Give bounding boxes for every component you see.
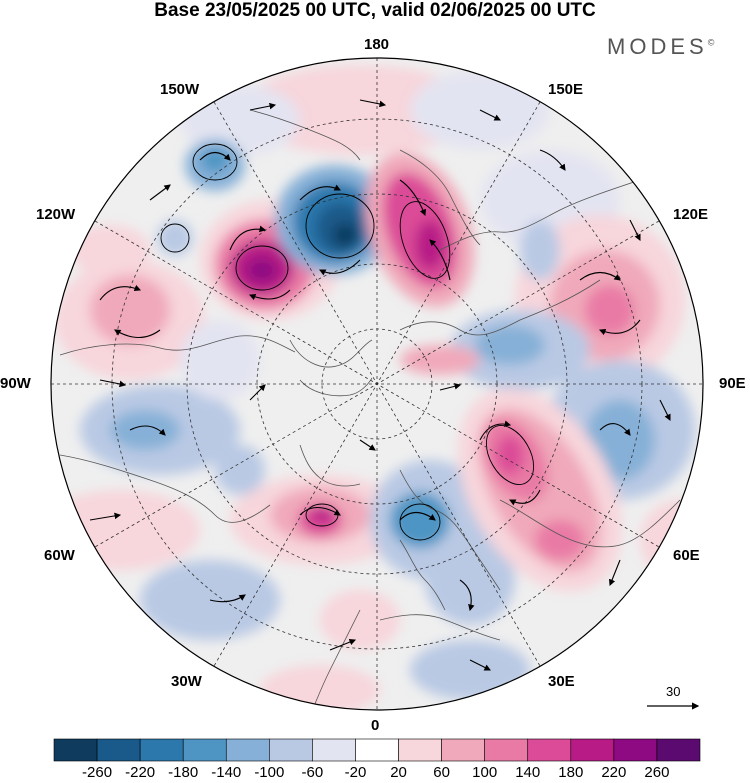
anomaly-field — [51, 58, 703, 710]
lon-label-60w: 60W — [44, 547, 75, 564]
colorbar-tick-label: -140 — [211, 764, 242, 781]
lon-label-120w: 120W — [36, 206, 76, 223]
graticule — [51, 58, 703, 710]
modes-logo: MODES© — [607, 34, 715, 59]
colorbar-swatch — [96, 738, 141, 762]
colorbar-swatch — [269, 738, 313, 762]
colorbar-tick-label: 60 — [433, 764, 450, 781]
lon-label-150w: 150W — [160, 81, 200, 98]
colorbar-tick-label: 100 — [472, 764, 498, 781]
colorbar-tick-label: 140 — [515, 764, 541, 781]
lon-label-150e: 150E — [548, 81, 584, 98]
colorbar-tick-label: -260 — [82, 764, 113, 781]
colorbar-tick-label: -100 — [254, 764, 285, 781]
colorbar-swatch — [527, 738, 572, 762]
colorbar-tick-label: -60 — [301, 764, 324, 781]
colorbar-swatch — [312, 738, 356, 762]
colorbar-swatch — [656, 738, 701, 762]
lon-label-90e: 90E — [719, 375, 746, 392]
colorbar-swatch — [398, 738, 442, 762]
colorbar-tick-label: -180 — [168, 764, 199, 781]
reference-vector-value: 30 — [666, 684, 681, 699]
colorbar-swatch — [139, 738, 184, 762]
colorbar-swatch — [182, 738, 227, 762]
colorbar-tick-label: 260 — [644, 764, 670, 781]
colorbar-tick-label: -220 — [125, 764, 156, 781]
wind-vectors — [89, 99, 671, 687]
colorbar-tick-label: 20 — [390, 764, 407, 781]
colorbar-swatch — [225, 738, 270, 762]
colorbar-swatch — [570, 738, 615, 762]
lon-label-90w: 90W — [0, 375, 31, 392]
colorbar-tick-label: 220 — [601, 764, 627, 781]
colorbar-swatch — [53, 738, 98, 762]
map-boundary — [50, 57, 704, 711]
lon-label-30w: 30W — [171, 673, 202, 690]
lon-label-0: 0 — [371, 717, 380, 734]
colorbar — [53, 738, 701, 762]
colorbar-swatch — [484, 738, 529, 762]
colorbar-swatch — [441, 738, 485, 762]
lon-label-60e: 60E — [673, 547, 700, 564]
colorbar-swatch — [355, 738, 399, 762]
colorbar-tick-label: 180 — [558, 764, 584, 781]
lon-label-30e: 30E — [548, 673, 575, 690]
map-title: Base 23/05/2025 00 UTC, valid 02/06/2025… — [154, 0, 596, 21]
colorbar-swatch — [613, 738, 658, 762]
lon-label-120e: 120E — [673, 206, 709, 223]
lon-label-180: 180 — [364, 36, 390, 53]
colorbar-tick-label: -20 — [344, 764, 367, 781]
